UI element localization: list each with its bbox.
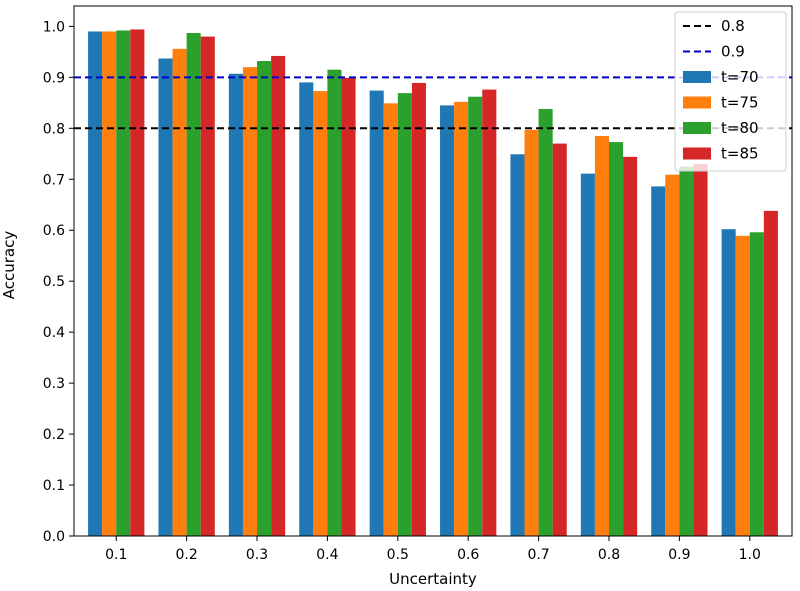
y-tick-label: 0.9 <box>43 70 65 86</box>
y-tick-label: 0.3 <box>43 376 65 392</box>
bar-t=70-0.3 <box>228 73 243 537</box>
bar-t=85-0.4 <box>341 77 356 536</box>
bar-t=75-0.9 <box>665 174 680 537</box>
bar-t=70-0.5 <box>369 90 384 536</box>
bar-t=85-0.7 <box>552 143 567 536</box>
x-tick-label: 0.8 <box>598 547 620 563</box>
bar-t=70-0.2 <box>158 58 173 536</box>
plot-frame <box>73 5 793 537</box>
y-axis-label: Accuracy <box>0 231 18 300</box>
x-tick-label: 0.7 <box>527 547 549 563</box>
bar-t=75-1.0 <box>735 235 750 536</box>
bar-t=80-0.6 <box>468 96 483 536</box>
x-tick-label: 0.9 <box>668 547 690 563</box>
x-tick-label: 1.0 <box>739 547 761 563</box>
bar-t=70-0.7 <box>510 154 525 536</box>
y-tick-label: 0.5 <box>43 274 65 290</box>
bar-t=85-0.2 <box>200 36 215 536</box>
y-tick-label: 0.7 <box>43 172 65 188</box>
bar-t=85-0.9 <box>693 163 708 536</box>
legend-label-t=75: t=75 <box>721 94 759 112</box>
bar-t=80-0.9 <box>679 166 694 536</box>
x-tick-label: 0.4 <box>316 547 338 563</box>
legend-label-0.8: 0.8 <box>721 17 745 35</box>
legend-swatch-t=75 <box>683 96 711 109</box>
bar-t=70-0.6 <box>440 105 455 536</box>
legend-swatch-t=70 <box>683 71 711 83</box>
bar-t=75-0.8 <box>594 135 609 537</box>
legend: 0.8 0.9 t=70 t=75 t=80 t=85 <box>674 11 787 172</box>
bar-t=80-0.7 <box>538 108 553 536</box>
bar-t=70-0.1 <box>88 31 103 536</box>
y-tick-label: 0.8 <box>43 121 65 137</box>
y-tick-label: 0.6 <box>43 223 65 239</box>
y-tick-label: 1.0 <box>43 19 65 35</box>
legend-swatch-t=80 <box>683 122 711 134</box>
bar-t=80-0.1 <box>116 30 131 536</box>
bar-t=85-0.6 <box>482 89 497 537</box>
y-tick-label: 0.4 <box>43 325 65 341</box>
bar-t=80-0.5 <box>397 93 412 537</box>
bars-layer <box>88 29 778 537</box>
bar-t=70-0.4 <box>299 82 314 536</box>
y-tick-label: 0.1 <box>43 478 65 494</box>
bar-t=85-0.3 <box>271 55 286 536</box>
bar-t=75-0.6 <box>454 101 469 537</box>
y-tick-label: 0.2 <box>43 427 65 443</box>
legend-swatch-t=85 <box>683 147 711 160</box>
bar-t=75-0.5 <box>383 103 398 536</box>
bar-t=80-0.2 <box>186 33 201 537</box>
bar-t=85-0.8 <box>623 156 638 536</box>
bar-t=80-0.8 <box>608 142 624 536</box>
x-tick-label: 0.2 <box>175 547 197 563</box>
legend-label-t=80: t=80 <box>721 119 759 137</box>
bar-t=80-0.4 <box>327 69 342 537</box>
bar-t=75-0.4 <box>313 91 328 536</box>
x-tick-label: 0.1 <box>105 547 127 563</box>
bar-t=75-0.1 <box>102 31 117 536</box>
bar-t=80-1.0 <box>749 232 764 536</box>
bar-t=70-0.8 <box>580 173 595 537</box>
reference-lines-layer <box>74 76 792 130</box>
legend-label-t=70: t=70 <box>721 68 759 86</box>
x-axis-label: Uncertainty <box>389 570 477 588</box>
bar-t=75-0.3 <box>242 67 258 537</box>
x-tick-label: 0.5 <box>387 547 409 563</box>
x-tick-label: 0.6 <box>457 547 479 563</box>
legend-label-t=85: t=85 <box>721 145 759 163</box>
y-tick-label: 0.0 <box>43 529 65 545</box>
bar-t=70-1.0 <box>721 229 736 536</box>
bar-t=75-0.7 <box>524 129 539 536</box>
bar-t=70-0.9 <box>651 186 666 536</box>
axes-layer: 0.0 0.1 0.2 0.3 0.4 0.5 0.6 0.7 0.8 0.9 1.0 0.1 0.2 0… <box>43 19 761 563</box>
legend-label-0.9: 0.9 <box>721 43 745 61</box>
bar-t=85-1.0 <box>763 210 778 536</box>
bar-t=80-0.3 <box>257 61 272 537</box>
bar-t=75-0.2 <box>172 48 187 537</box>
bar-t=85-0.5 <box>411 82 426 537</box>
x-tick-label: 0.3 <box>246 547 268 563</box>
bar-t=85-0.1 <box>130 29 145 536</box>
